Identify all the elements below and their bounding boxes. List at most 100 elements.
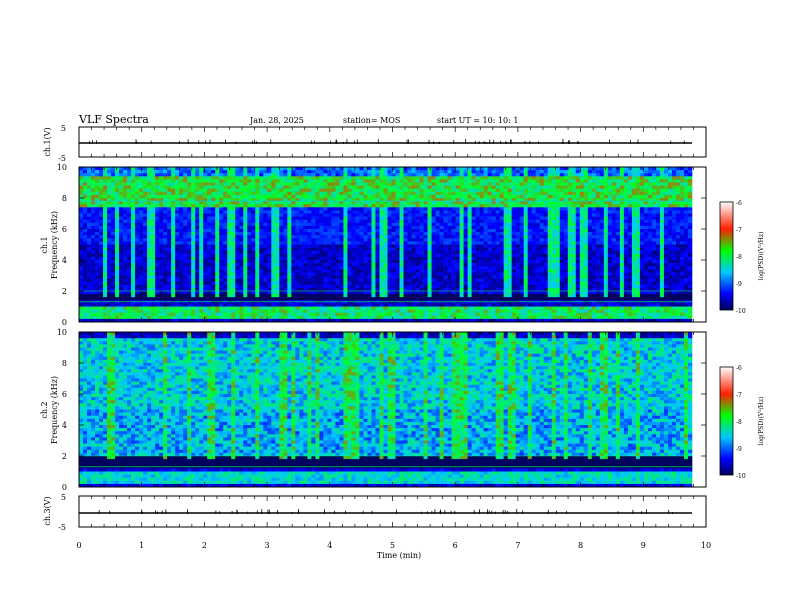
- spectrogram-cell: [203, 294, 208, 298]
- spectrogram-cell: [415, 194, 420, 199]
- spectrogram-cell: [283, 303, 288, 307]
- spectrogram-cell: [463, 213, 468, 217]
- spectrogram-cell: [287, 266, 292, 270]
- spectrogram-cell: [287, 260, 292, 264]
- spectrogram-cell: [171, 213, 176, 217]
- spectrogram-cell: [323, 253, 328, 258]
- spectrogram-cell: [195, 188, 200, 193]
- spectrogram-cell: [191, 294, 196, 298]
- spectrogram-cell: [231, 297, 236, 301]
- spectrogram-cell: [135, 238, 140, 242]
- spectrogram-cell: [455, 275, 460, 279]
- spectrogram-cell: [271, 294, 276, 298]
- spectrogram-cell: [171, 260, 176, 264]
- spectrogram-cell: [219, 185, 224, 189]
- spectrogram-cell: [395, 201, 400, 205]
- spectrogram-cell: [415, 179, 420, 183]
- spectrogram-cell: [459, 179, 464, 183]
- spectrogram-cell: [99, 173, 104, 177]
- spectrogram-cell: [255, 173, 260, 177]
- spectrogram-cell: [135, 281, 140, 286]
- spectrogram-cell: [275, 219, 280, 224]
- spectrogram-cell: [243, 260, 248, 264]
- spectrogram-cell: [99, 260, 104, 264]
- spectrogram-cell: [431, 284, 436, 289]
- spectrogram-cell: [323, 198, 328, 202]
- spectrogram-cell: [339, 222, 344, 227]
- spectrogram-cell: [303, 182, 308, 186]
- spectrogram-cell: [163, 318, 168, 323]
- spectrogram-cell: [179, 198, 184, 202]
- spectrogram-cell: [143, 284, 148, 289]
- spectrogram-cell: [387, 260, 392, 264]
- spectrogram-cell: [223, 204, 228, 208]
- spectrogram-cell: [455, 235, 460, 239]
- spectrogram-cell: [319, 213, 324, 217]
- spectrogram-cell: [319, 278, 324, 282]
- spectrogram-cell: [419, 312, 424, 317]
- spectrogram-cell: [171, 253, 176, 258]
- spectrogram-cell: [91, 235, 96, 239]
- spectrogram-cell: [227, 250, 232, 255]
- spectrogram-cell: [87, 318, 92, 323]
- spectrogram-cell: [219, 260, 224, 264]
- spectrogram-cell: [419, 306, 424, 310]
- spectrogram-cell: [219, 303, 224, 307]
- spectrogram-cell: [255, 191, 260, 196]
- spectrogram-cell: [399, 167, 404, 171]
- spectrogram-cell: [227, 297, 232, 301]
- spectrogram-cell: [215, 309, 220, 313]
- spectrogram-cell: [83, 198, 88, 202]
- spectrogram-cell: [327, 210, 332, 214]
- spectrogram-cell: [291, 191, 296, 196]
- spectrogram-cell: [411, 303, 416, 307]
- spectrogram-cell: [375, 281, 380, 286]
- spectrogram-cell: [247, 256, 252, 261]
- spectrogram-cell: [431, 287, 436, 292]
- spectrogram-cell: [271, 235, 276, 239]
- spectrogram-cell: [363, 250, 368, 255]
- spectrogram-cell: [203, 216, 208, 220]
- spectrogram-cell: [339, 281, 344, 286]
- spectrogram-cell: [375, 188, 380, 193]
- spectrogram-cell: [155, 303, 160, 307]
- spectrogram-cell: [123, 219, 128, 224]
- spectrogram-cell: [139, 219, 144, 224]
- spectrogram-cell: [87, 213, 92, 217]
- spectrogram-cell: [219, 312, 224, 317]
- spectrogram-cell: [95, 309, 100, 313]
- spectrogram-cell: [403, 284, 408, 289]
- spectrogram-cell: [223, 269, 228, 273]
- spectrogram-cell: [79, 188, 84, 193]
- spectrogram-cell: [151, 229, 156, 233]
- spectrogram-cell: [235, 281, 240, 286]
- spectrogram-cell: [123, 266, 128, 270]
- spectrogram-cell: [335, 272, 340, 276]
- spectrogram-cell: [303, 244, 308, 248]
- spectrogram-cell: [415, 182, 420, 186]
- spectrogram-cell: [231, 250, 236, 255]
- spectrogram-cell: [107, 306, 112, 310]
- spectrogram-cell: [403, 247, 408, 251]
- spectrogram-cell: [407, 219, 412, 224]
- spectrogram-cell: [391, 207, 396, 211]
- spectrogram-cell: [343, 306, 348, 310]
- spectrogram-cell: [439, 207, 444, 211]
- spectrogram-cell: [263, 210, 268, 214]
- spectrogram-cell: [99, 297, 104, 301]
- spectrogram-cell: [311, 210, 316, 214]
- spectrogram-cell: [415, 256, 420, 261]
- spectrogram-cell: [423, 253, 428, 258]
- spectrogram-cell: [435, 281, 440, 286]
- spectrogram-cell: [311, 191, 316, 196]
- spectrogram-cell: [95, 303, 100, 307]
- spectrogram-cell: [395, 281, 400, 286]
- spectrogram-cell: [203, 278, 208, 282]
- spectrogram-cell: [215, 170, 220, 174]
- spectrogram-cell: [319, 247, 324, 251]
- spectrogram-cell: [363, 232, 368, 236]
- spectrogram-cell: [199, 244, 204, 248]
- spectrogram-cell: [419, 210, 424, 214]
- spectrogram-cell: [79, 222, 84, 227]
- spectrogram-cell: [403, 253, 408, 258]
